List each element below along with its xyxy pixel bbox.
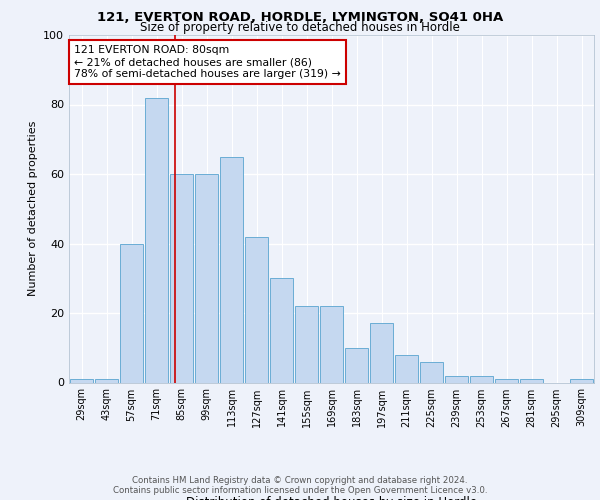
Bar xyxy=(120,244,143,382)
Bar xyxy=(170,174,193,382)
X-axis label: Distribution of detached houses by size in Hordle: Distribution of detached houses by size … xyxy=(186,496,477,500)
Y-axis label: Number of detached properties: Number of detached properties xyxy=(28,121,38,296)
Bar xyxy=(70,379,93,382)
Bar xyxy=(245,236,268,382)
Bar xyxy=(270,278,293,382)
Bar xyxy=(420,362,443,382)
Bar xyxy=(570,379,593,382)
Bar xyxy=(495,379,518,382)
Bar xyxy=(370,324,393,382)
Text: Size of property relative to detached houses in Hordle: Size of property relative to detached ho… xyxy=(140,21,460,34)
Text: 121, EVERTON ROAD, HORDLE, LYMINGTON, SO41 0HA: 121, EVERTON ROAD, HORDLE, LYMINGTON, SO… xyxy=(97,11,503,24)
Bar xyxy=(145,98,168,383)
Bar xyxy=(320,306,343,382)
Text: Contains HM Land Registry data © Crown copyright and database right 2024.: Contains HM Land Registry data © Crown c… xyxy=(132,476,468,485)
Bar xyxy=(295,306,318,382)
Bar xyxy=(95,379,118,382)
Bar xyxy=(195,174,218,382)
Bar xyxy=(470,376,493,382)
Bar xyxy=(220,156,243,382)
Text: 121 EVERTON ROAD: 80sqm
← 21% of detached houses are smaller (86)
78% of semi-de: 121 EVERTON ROAD: 80sqm ← 21% of detache… xyxy=(74,46,341,78)
Bar xyxy=(345,348,368,382)
Text: Contains public sector information licensed under the Open Government Licence v3: Contains public sector information licen… xyxy=(113,486,487,495)
Bar xyxy=(520,379,543,382)
Bar xyxy=(445,376,468,382)
Bar xyxy=(395,354,418,382)
